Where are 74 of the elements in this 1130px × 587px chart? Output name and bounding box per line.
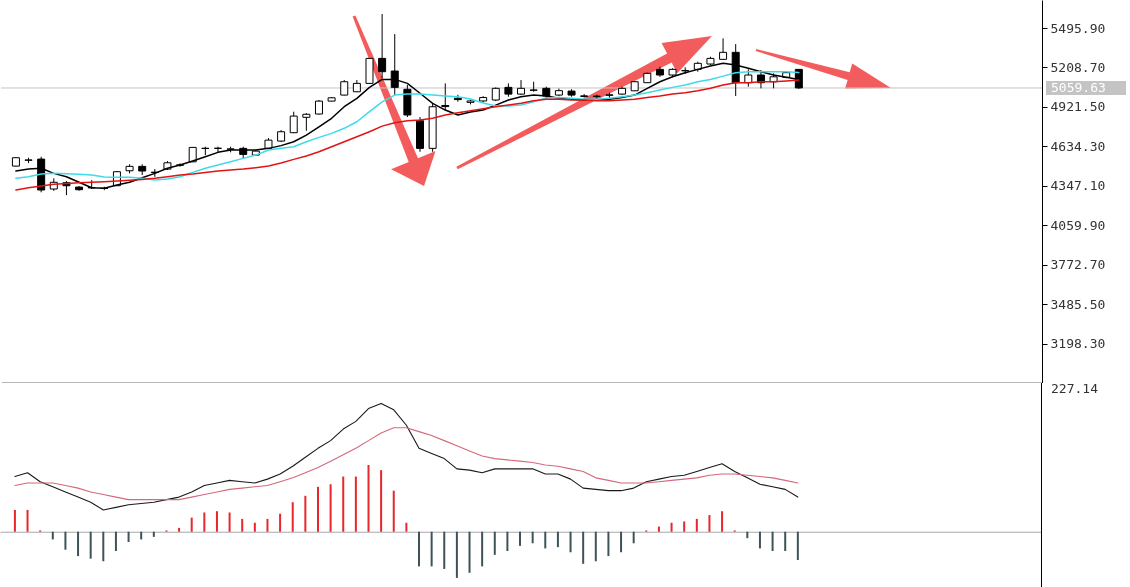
bar	[493, 531, 496, 555]
bar	[746, 531, 749, 539]
ref-line-label: 5059.63	[1051, 79, 1106, 95]
y-tick-label: 3485.50	[1050, 296, 1106, 312]
bar	[89, 531, 92, 559]
bar	[26, 509, 29, 532]
bar	[632, 531, 635, 544]
bar	[670, 522, 673, 532]
bar	[506, 531, 509, 551]
bar	[215, 511, 218, 532]
bar	[114, 531, 117, 551]
bar	[329, 484, 332, 532]
bar	[291, 502, 294, 532]
bar	[266, 518, 269, 532]
bar	[253, 522, 256, 532]
candlestick	[213, 146, 222, 153]
bar	[531, 531, 534, 544]
text: 227.14	[1051, 381, 1099, 396]
bar	[430, 531, 433, 567]
bar	[771, 531, 774, 551]
bar	[316, 486, 319, 532]
y-tick-label: 4059.90	[1050, 217, 1106, 233]
bar	[380, 470, 383, 532]
bar	[405, 522, 408, 532]
bar	[342, 476, 345, 532]
bar	[178, 527, 181, 532]
bar	[367, 465, 370, 532]
bar	[607, 531, 610, 557]
bar	[758, 531, 761, 549]
bar	[418, 531, 420, 567]
y-tick-label: 4634.30	[1050, 138, 1106, 154]
bar	[594, 531, 597, 562]
bar	[721, 511, 724, 532]
bar	[519, 531, 522, 546]
bar	[77, 531, 80, 557]
bar	[657, 526, 660, 532]
bar	[13, 509, 16, 532]
bar	[64, 531, 67, 550]
bar	[796, 531, 799, 560]
bar	[556, 531, 559, 548]
bar	[784, 531, 787, 551]
bar	[190, 517, 193, 532]
bar	[695, 518, 698, 532]
bar	[51, 531, 54, 540]
bar	[203, 512, 206, 532]
bar	[582, 531, 585, 564]
bar	[279, 513, 282, 532]
y-tick-label: 3772.70	[1050, 257, 1106, 273]
candlestick	[719, 37, 728, 61]
bar	[468, 531, 471, 573]
y-tick-label: 4347.10	[1050, 178, 1106, 194]
y-tick-label: 4921.50	[1050, 99, 1106, 115]
bar	[569, 531, 572, 553]
bar	[620, 531, 623, 553]
candlestick	[441, 82, 450, 111]
bar	[443, 531, 446, 569]
bar	[708, 515, 711, 532]
bar	[152, 531, 155, 537]
bar	[544, 531, 547, 549]
bar	[304, 495, 307, 532]
bar	[140, 531, 143, 540]
bar	[127, 531, 130, 542]
bar	[683, 521, 686, 532]
bar	[481, 531, 484, 567]
y-tick-label: 3198.30	[1050, 336, 1106, 352]
bar	[354, 476, 357, 532]
bar	[455, 531, 458, 578]
bar	[102, 531, 105, 562]
y-tick-label: 5208.70	[1050, 59, 1106, 75]
bar	[228, 512, 231, 532]
y-tick-label: 5495.90	[1050, 20, 1106, 36]
candlestick	[517, 79, 526, 96]
bar	[241, 518, 244, 532]
bar	[392, 490, 395, 532]
